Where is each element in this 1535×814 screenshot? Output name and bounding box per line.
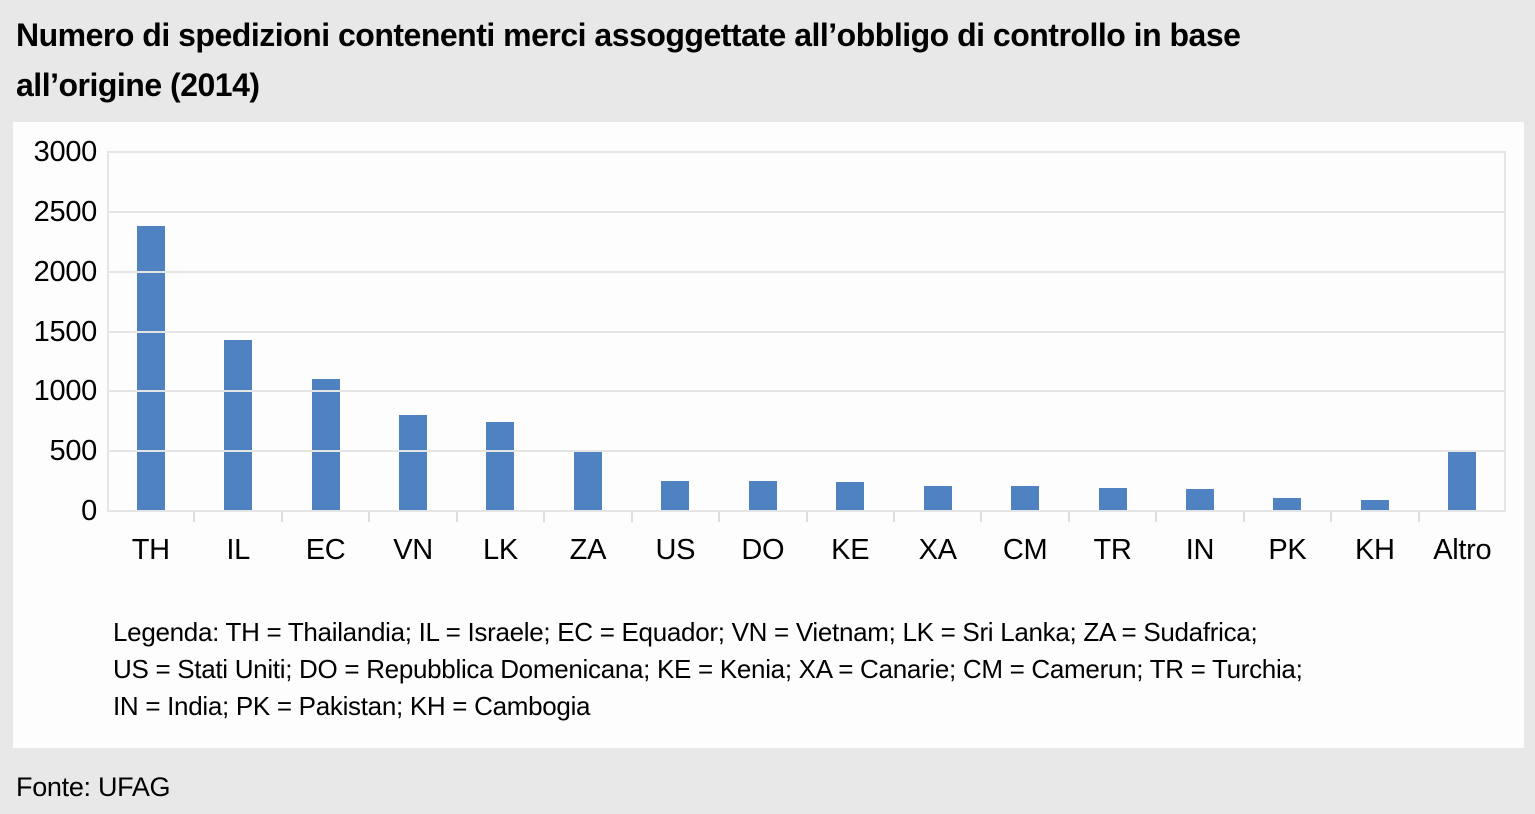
x-axis-tick [455,511,458,522]
plot-right-border [1504,152,1506,511]
x-tick-label-TR: TR [1093,534,1132,566]
bar-Altro [1448,450,1477,511]
gridline-1000 [107,390,1506,393]
x-axis-tick [892,511,895,522]
gridline-500 [107,450,1506,453]
bar-slot-VN [369,152,456,511]
plot-left-border [107,152,109,511]
chart-title: Numero di spedizioni contenenti merci as… [16,10,1516,110]
x-tick-label-DO: DO [741,534,785,566]
x-axis-tick [630,511,633,522]
bar-slot-XA [894,152,981,511]
x-tick-label-VN: VN [393,534,433,566]
x-tick-label-IL: IL [226,534,250,566]
x-axis-tick [1155,511,1158,522]
x-axis-tick [718,511,721,522]
bar-ZA [573,450,602,511]
x-tick-label-US: US [655,534,696,566]
bar-slot-US [632,152,719,511]
bar-EC [311,379,340,511]
bar-slot-IN [1156,152,1243,511]
x-axis-tick [980,511,983,522]
x-tick-label-PK: PK [1268,534,1307,566]
x-axis-tick [543,511,546,522]
x-tick-label-KE: KE [831,534,870,566]
bar-IN [1185,488,1214,511]
x-tick-label-IN: IN [1185,534,1215,566]
x-axis-tick [805,511,808,522]
bar-series [107,152,1506,511]
y-tick-label-1500: 1500 [33,315,98,348]
x-axis-tick [1242,511,1245,522]
y-tick-label-1000: 1000 [33,375,98,408]
bar-US [661,480,690,511]
bar-slot-IL [194,152,281,511]
bar-slot-TR [1069,152,1156,511]
legend-text: Legenda: TH = Thailandia; IL = Israele; … [113,614,1503,725]
bar-slot-TH [107,152,194,511]
bar-slot-DO [719,152,806,511]
bar-slot-KH [1331,152,1418,511]
gridline-2000 [107,270,1506,273]
bar-VN [399,415,428,511]
bar-KE [836,481,865,511]
x-tick-label-CM: CM [1002,534,1048,566]
x-tick-label-KH: KH [1355,534,1395,566]
bar-slot-EC [282,152,369,511]
x-axis-labels: TH IL EC VN LK ZA US DO KE XA CM TR IN PK KH Altro [107,534,1506,567]
bar-DO [748,481,777,511]
y-tick-label-3000: 3000 [33,136,98,168]
bar-TR [1098,488,1127,511]
x-tick-label-TH: TH [131,534,170,566]
bar-slot-CM [981,152,1068,511]
legend-line-3: IN = India; PK = Pakistan; KH = Cambogia [113,691,591,721]
x-axis-tick [1067,511,1070,522]
gridline-1500 [107,330,1506,333]
x-tick-label-Altro: Altro [1433,534,1492,566]
chart-title-line-1: Numero di spedizioni contenenti merci as… [16,17,1241,53]
x-axis-tick [1330,511,1333,522]
bar-TH [136,226,165,511]
bar-XA [923,485,952,511]
x-axis-tick [193,511,196,522]
x-tick-label-XA: XA [918,534,957,566]
y-tick-label-2500: 2500 [33,195,98,228]
bar-slot-Altro [1419,152,1506,511]
bar-slot-KE [807,152,894,511]
bar-LK [486,422,515,511]
x-axis-tick [1417,511,1420,522]
chart-panel: 0 500 1000 1500 2000 2500 3000 TH IL EC VN LK ZA US D… [13,122,1524,748]
y-tick-label-500: 500 [49,435,98,468]
y-tick-label-0: 0 [81,495,97,527]
bar-slot-PK [1244,152,1331,511]
x-tick-label-ZA: ZA [569,534,607,566]
chart-title-line-2: all’origine (2014) [16,67,260,103]
legend-line-2: US = Stati Uniti; DO = Repubblica Domeni… [113,654,1303,684]
source-label: Fonte: UFAG [16,772,171,802]
x-tick-label-LK: LK [483,534,518,566]
gridline-2500 [107,210,1506,213]
legend-line-1: Legenda: TH = Thailandia; IL = Israele; … [113,617,1258,647]
y-tick-label-2000: 2000 [33,255,98,288]
x-tick-label-EC: EC [305,534,346,566]
gridline-0 [107,510,1506,512]
x-axis-tick [368,511,371,522]
bar-CM [1011,486,1040,511]
bar-IL [224,339,253,511]
bar-PK [1273,498,1302,511]
x-axis-tick [280,511,283,522]
x-axis-ticks [107,511,1506,522]
bar-slot-ZA [544,152,631,511]
bar-KH [1360,500,1389,511]
bar-slot-LK [457,152,544,511]
gridline-3000 [107,151,1506,153]
plot-area [107,151,1506,522]
